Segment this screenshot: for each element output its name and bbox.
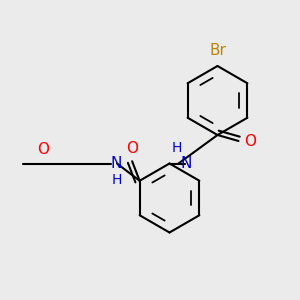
Text: O: O <box>244 134 256 148</box>
Text: O: O <box>38 142 50 158</box>
Text: H: H <box>172 141 182 155</box>
Text: Br: Br <box>209 44 226 59</box>
Text: N: N <box>111 156 122 171</box>
Text: O: O <box>126 141 138 156</box>
Text: N: N <box>181 156 192 171</box>
Text: H: H <box>111 172 122 187</box>
